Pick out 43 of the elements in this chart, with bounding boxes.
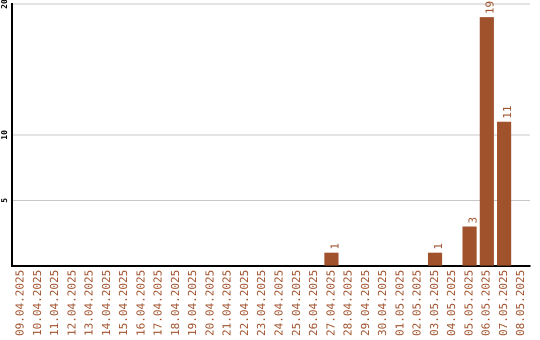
x-tick-label: 24.04.2025 (272, 270, 286, 336)
x-tick-label: 10.04.2025 (30, 270, 44, 336)
x-tick-label: 13.04.2025 (82, 270, 96, 336)
x-tick-label: 14.04.2025 (100, 270, 113, 336)
x-tick-label: 17.04.2025 (152, 270, 165, 336)
y-tick-label: 5 (0, 198, 10, 203)
x-tick-label: 11.04.2025 (48, 270, 62, 336)
x-tick-label: 29.04.2025 (358, 270, 372, 336)
x-tick-label: 18.04.2025 (168, 270, 182, 336)
bar (324, 252, 339, 266)
x-tick-label: 02.05.2025 (410, 270, 424, 336)
x-tick-label: 01.05.2025 (393, 270, 406, 336)
data-label: 1 (328, 243, 342, 250)
data-label: 3 (466, 216, 480, 224)
bar (480, 17, 494, 266)
x-tick-label: 08.05.2025 (514, 270, 528, 336)
x-tick-label: 23.04.2025 (255, 270, 268, 336)
x-tick-label: 22.04.2025 (238, 270, 251, 336)
bar (462, 226, 477, 266)
x-tick-label: 05.05.2025 (462, 270, 476, 336)
x-tick-label: 07.05.2025 (496, 270, 510, 336)
data-label: 11 (500, 106, 514, 119)
x-tick-label: 15.04.2025 (117, 270, 130, 336)
bar (497, 122, 512, 266)
data-label: 1 (432, 243, 445, 250)
bar (428, 252, 442, 266)
x-tick-label: 30.04.2025 (376, 270, 390, 336)
x-tick-label: 06.05.2025 (480, 270, 493, 336)
x-tick-label: 20.04.2025 (203, 270, 216, 336)
x-tick-label: 04.05.2025 (445, 270, 458, 336)
x-tick-label: 28.04.2025 (342, 270, 355, 336)
data-label: 19 (484, 0, 497, 14)
y-tick-label: 20 (0, 0, 10, 9)
x-tick-label: 12.04.2025 (65, 270, 78, 336)
x-tick-label: 25.04.2025 (290, 270, 303, 336)
y-tick-label: 10 (0, 130, 10, 140)
x-tick-label: 26.04.2025 (307, 270, 320, 336)
x-tick-label: 03.05.2025 (428, 270, 441, 336)
x-tick-label: 16.04.2025 (134, 270, 148, 336)
x-tick-label: 27.04.2025 (324, 270, 338, 336)
x-tick-label: 21.04.2025 (220, 270, 234, 336)
x-tick-label: 09.04.2025 (13, 270, 26, 336)
x-tick-label: 19.04.2025 (186, 270, 200, 336)
